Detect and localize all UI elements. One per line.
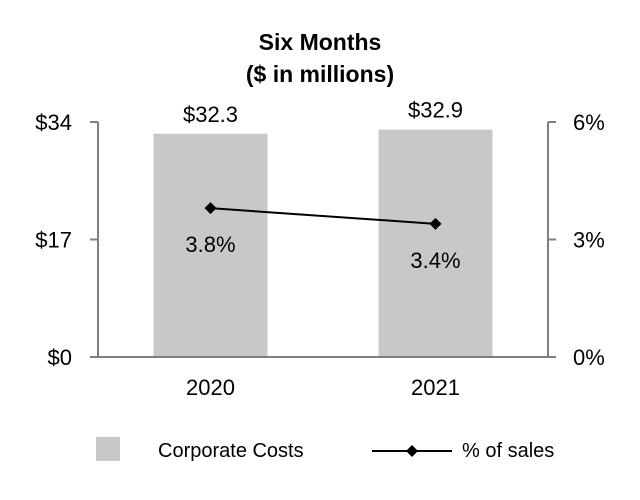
- legend-marker-pct-of-sales: [406, 445, 418, 457]
- y-right-tick-label: 0%: [573, 345, 605, 370]
- y-right-tick-label: 3%: [573, 228, 605, 253]
- y-left-tick-label: $17: [35, 228, 72, 253]
- legend-swatch-corporate-costs: [96, 437, 120, 461]
- x-tick-label-2021: 2021: [411, 375, 460, 400]
- bar-value-label-2020: $32.3: [183, 102, 238, 127]
- bar-2020: [153, 133, 268, 357]
- line-marker-2021: [429, 217, 442, 230]
- labels-layer: $32.3 $32.9 3.8% 3.4%: [183, 98, 463, 273]
- bar-2021: [378, 129, 493, 357]
- y-right-tick-label: 6%: [573, 110, 605, 135]
- y-left-tick-label: $0: [48, 345, 72, 370]
- legend-label-corporate-costs: Corporate Costs: [158, 440, 304, 462]
- legend: Corporate Costs % of sales: [96, 437, 554, 462]
- line-value-label-2020: 3.8%: [185, 232, 235, 257]
- line-marker-2020: [204, 202, 217, 215]
- bars-layer: [153, 129, 493, 357]
- bar-value-label-2021: $32.9: [408, 98, 463, 123]
- y-left-tick-label: $34: [35, 110, 72, 135]
- axes-layer: $0 $17 $34 0% 3% 6% 2020 2021: [35, 110, 605, 400]
- line-value-label-2021: 3.4%: [410, 248, 460, 273]
- line-layer: [204, 202, 442, 230]
- legend-label-pct-of-sales: % of sales: [462, 440, 554, 462]
- x-tick-label-2020: 2020: [186, 375, 235, 400]
- series-line-pct-of-sales: [210, 207, 436, 225]
- chart-title: Six Months: [259, 29, 382, 55]
- chart-subtitle: ($ in millions): [246, 61, 394, 87]
